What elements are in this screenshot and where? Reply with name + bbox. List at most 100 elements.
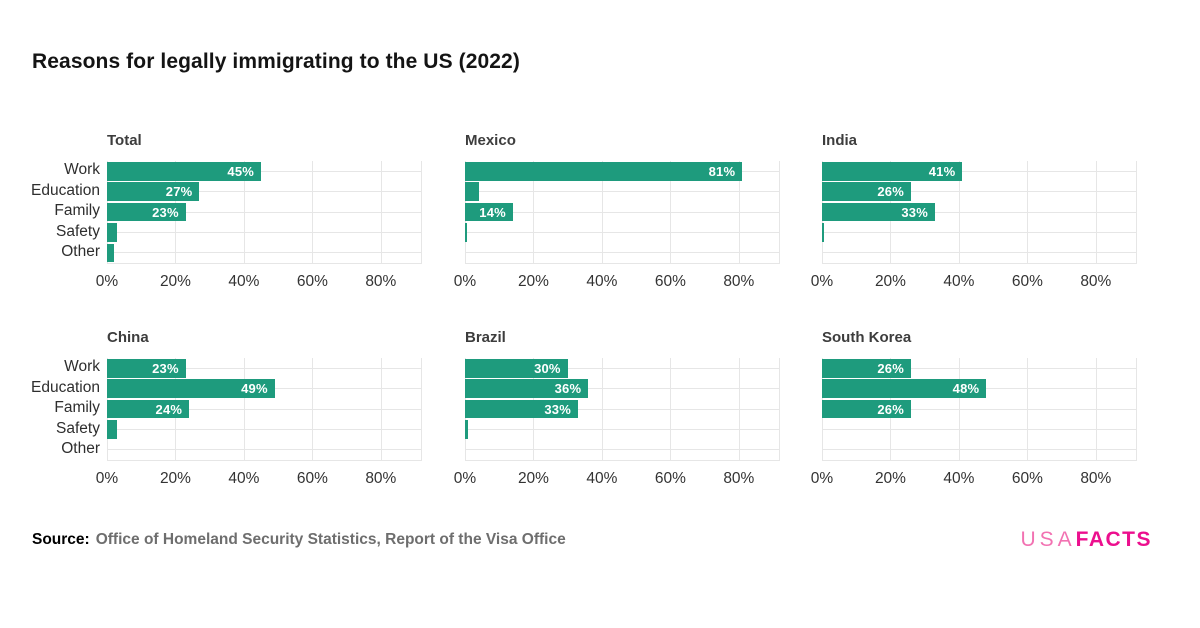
bar-education: 36%	[465, 379, 589, 398]
gridline-horizontal	[465, 252, 780, 254]
bar-safety	[107, 223, 118, 242]
x-tick-label: 60%	[296, 470, 328, 487]
x-tick-label: 20%	[874, 273, 906, 290]
x-tick-label: 80%	[1080, 273, 1112, 290]
gridline-vertical	[421, 161, 422, 263]
bar-work: 30%	[465, 359, 568, 378]
bar-work: 45%	[107, 162, 262, 181]
x-tick-label: 40%	[228, 470, 260, 487]
category-label: Education	[31, 378, 100, 396]
usafacts-logo-facts: FACTS	[1075, 528, 1152, 551]
gridline-vertical	[958, 161, 960, 263]
bar-value-label: 24%	[155, 401, 183, 417]
chart-title: Brazil	[465, 329, 506, 346]
x-tick-label: 80%	[723, 470, 755, 487]
plot-area: 45% 27% 23%	[107, 161, 422, 264]
plot-area: 81% 14%	[465, 161, 780, 264]
x-tick-label: 80%	[723, 273, 755, 290]
gridline-vertical	[1136, 161, 1137, 263]
gridline-vertical	[670, 161, 672, 263]
bar-value-label: 26%	[877, 184, 904, 200]
gridline-horizontal	[465, 211, 780, 213]
x-tick-label: 0%	[95, 470, 119, 487]
bar-value-label: 23%	[152, 360, 179, 376]
bar-value-label: 33%	[901, 204, 928, 220]
chart-title: India	[822, 132, 858, 149]
x-tick-label: 60%	[654, 273, 686, 290]
gridline-horizontal	[465, 408, 780, 410]
gridline-vertical	[312, 161, 314, 263]
chart-panel-china: China 23% 49% 24% Work Education Family Safety O…	[31, 329, 422, 487]
gridline-vertical	[1095, 358, 1097, 460]
x-tick-label: 0%	[453, 470, 477, 487]
bar-value-label: 41%	[928, 163, 956, 179]
bar-other	[107, 243, 114, 263]
x-axis: 0% 20% 40% 60% 80%	[96, 470, 422, 490]
x-tick-label: 80%	[365, 273, 397, 290]
x-tick-label: 0%	[95, 273, 119, 290]
gridline-horizontal	[465, 428, 780, 430]
gridline-horizontal	[822, 252, 1137, 254]
gridline-horizontal	[822, 170, 1137, 172]
x-tick-label: 60%	[1011, 273, 1043, 290]
bar-family: 23%	[107, 202, 186, 222]
gridline-horizontal	[822, 211, 1137, 213]
bar-value-label: 49%	[241, 381, 268, 397]
category-label: Other	[61, 440, 100, 457]
chart-panel-south-korea: South Korea 26% 48% 26% 0% 20% 40% 60% 80%	[811, 329, 1137, 487]
x-tick-label: 60%	[654, 470, 686, 487]
gridline-horizontal	[822, 428, 1137, 430]
x-axis: 0% 20% 40% 60% 80%	[454, 470, 780, 490]
gridline-vertical	[243, 161, 245, 263]
x-tick-label: 40%	[586, 470, 618, 487]
source-text: Office of Homeland Security Statistics, …	[95, 531, 566, 548]
gridline-vertical	[1095, 161, 1097, 263]
x-tick-label: 20%	[517, 273, 549, 290]
gridline-horizontal	[107, 252, 422, 254]
gridline-horizontal	[107, 231, 422, 233]
bar-work: 26%	[822, 359, 911, 378]
bar-value-label: 30%	[534, 360, 561, 376]
bar-safety	[822, 223, 824, 242]
gridline-vertical	[421, 358, 422, 460]
gridline-vertical	[1136, 358, 1137, 460]
usafacts-logo-usa: USA	[1020, 528, 1076, 551]
bar-family: 33%	[465, 399, 578, 419]
gridline-horizontal	[822, 191, 1137, 193]
gridline-vertical	[243, 358, 245, 460]
gridline-horizontal	[107, 449, 422, 451]
x-tick-label: 60%	[296, 273, 328, 290]
bar-value-label: 48%	[952, 381, 980, 397]
category-label: Safety	[56, 222, 100, 240]
gridline-horizontal	[465, 191, 780, 193]
x-axis: 0% 20% 40% 60% 80%	[96, 273, 422, 293]
chart-title: China	[107, 329, 149, 346]
x-tick-label: 40%	[586, 273, 618, 290]
gridline-vertical	[312, 358, 314, 460]
gridline-vertical	[380, 161, 382, 263]
x-tick-label: 40%	[228, 273, 260, 290]
x-tick-label: 0%	[453, 273, 477, 290]
plot-area: 30% 36% 33%	[465, 358, 780, 461]
chart-title: South Korea	[822, 329, 912, 346]
bar-work: 41%	[822, 162, 963, 181]
page-title: Reasons for legally immigrating to the U…	[32, 50, 520, 73]
bar-value-label: 14%	[479, 204, 506, 220]
x-tick-label: 0%	[810, 273, 834, 290]
chart-panel-mexico: Mexico 81% 14% 0% 20% 40% 60% 80%	[454, 132, 780, 290]
plot-area: 41% 26% 33%	[822, 161, 1137, 264]
category-label: Work	[64, 161, 100, 179]
bar-value-label: 26%	[877, 360, 904, 376]
x-tick-label: 20%	[517, 470, 549, 487]
bar-value-label: 26%	[877, 401, 904, 417]
gridline-vertical	[601, 161, 603, 263]
bar-family: 26%	[822, 399, 911, 419]
bar-value-label: 27%	[165, 184, 193, 200]
usafacts-logo: USAFACTS	[1020, 528, 1152, 552]
bar-value-label: 23%	[152, 204, 179, 220]
category-label: Other	[61, 243, 100, 260]
gridline-vertical	[670, 358, 672, 460]
bar-family: 14%	[465, 202, 513, 222]
gridline-vertical	[380, 358, 382, 460]
x-tick-label: 20%	[159, 470, 191, 487]
